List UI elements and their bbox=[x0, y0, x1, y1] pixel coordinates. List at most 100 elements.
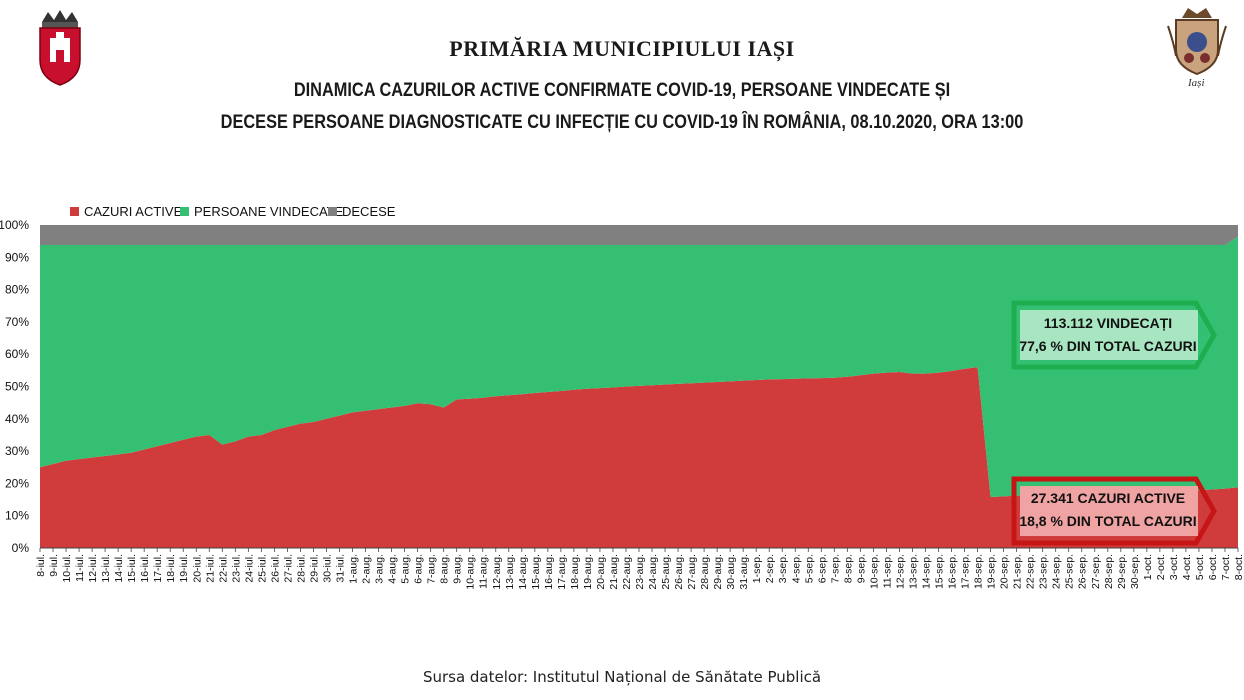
x-tick-label: 25-iul. bbox=[256, 554, 268, 583]
x-tick-label: 5-sep. bbox=[803, 554, 815, 583]
y-axis: 0% 10% 20% 30% 40% 50% 60% 70% 80% 90% 100% bbox=[0, 218, 29, 555]
x-tick-label: 10-sep. bbox=[868, 554, 880, 589]
active-callout-fill bbox=[1020, 486, 1198, 536]
x-tick-label: 3-aug. bbox=[374, 554, 386, 584]
x-tick-label: 8-sep. bbox=[842, 554, 854, 583]
active-callout-line1: 27.341 CAZURI ACTIVE bbox=[1031, 490, 1185, 506]
x-tick-label: 14-aug. bbox=[517, 554, 529, 590]
legend-label-0: CAZURI ACTIVE bbox=[84, 204, 183, 219]
x-tick-label: 15-iul. bbox=[126, 554, 138, 583]
x-tick-label: 9-sep. bbox=[855, 554, 867, 583]
x-tick-label: 27-aug. bbox=[686, 554, 698, 590]
x-tick-label: 29-aug. bbox=[712, 554, 724, 590]
x-tick-label: 18-iul. bbox=[165, 554, 177, 583]
x-tick-label: 1-aug. bbox=[348, 554, 360, 584]
area-cazuri-active bbox=[40, 367, 1238, 548]
x-tick-label: 2-sep. bbox=[764, 554, 776, 583]
x-tick-label: 30-sep. bbox=[1129, 554, 1141, 589]
x-tick-label: 11-iul. bbox=[74, 554, 86, 582]
data-source-note: Sursa datelor: Institutul Național de Să… bbox=[422, 668, 822, 686]
x-tick-label: 26-iul. bbox=[269, 554, 281, 583]
x-tick-label: 17-sep. bbox=[960, 554, 972, 589]
x-tick-label: 28-iul. bbox=[295, 554, 307, 583]
x-tick-label: 25-aug. bbox=[660, 554, 672, 590]
x-tick-label: 27-sep. bbox=[1090, 554, 1102, 589]
x-tick-label: 13-aug. bbox=[504, 554, 516, 590]
legend-swatch-0 bbox=[70, 207, 79, 216]
x-tick-label: 3-sep. bbox=[777, 554, 789, 583]
city-crest-logo-left bbox=[36, 10, 84, 91]
x-tick-label: 4-sep. bbox=[790, 554, 802, 583]
x-tick-label: 23-sep. bbox=[1038, 554, 1050, 589]
x-tick-label: 12-sep. bbox=[894, 554, 906, 589]
x-tick-label: 6-oct. bbox=[1207, 554, 1219, 580]
x-tick-label: 22-sep. bbox=[1025, 554, 1037, 589]
x-tick-label: 18-sep. bbox=[973, 554, 985, 589]
x-tick-label: 31-iul. bbox=[335, 554, 347, 583]
x-tick-label: 19-iul. bbox=[178, 554, 190, 583]
chart-title-line2: DECESE PERSOANE DIAGNOSTICATE CU INFECȚI… bbox=[220, 112, 1024, 133]
x-tick-label: 29-iul. bbox=[308, 554, 320, 583]
x-tick-label: 4-oct. bbox=[1181, 554, 1193, 580]
y-tick-label: 60% bbox=[5, 347, 29, 361]
active-callout-arrow bbox=[1011, 476, 1217, 546]
x-tick-label: 3-oct. bbox=[1168, 554, 1180, 580]
x-tick-label: 16-iul. bbox=[139, 554, 151, 583]
city-crest-logo-right: Iași bbox=[1166, 4, 1228, 101]
x-tick-label: 14-sep. bbox=[920, 554, 932, 589]
x-tick-label: 18-aug. bbox=[569, 554, 581, 590]
x-tick-label: 31-aug. bbox=[738, 554, 750, 590]
legend-label-1: PERSOANE VINDECATE bbox=[194, 204, 344, 219]
legend-swatch-1 bbox=[180, 207, 189, 216]
legend-swatch-2 bbox=[328, 207, 337, 216]
recovered-callout-fill bbox=[1020, 310, 1198, 360]
active-callout-line2: 18,8 % DIN TOTAL CAZURI bbox=[1019, 513, 1196, 529]
x-tick-label: 4-aug. bbox=[387, 554, 399, 584]
x-tick-label: 9-iul. bbox=[48, 554, 60, 577]
x-tick-label: 20-aug. bbox=[595, 554, 607, 590]
x-tick-label: 8-aug. bbox=[439, 554, 451, 584]
x-tick-label: 28-sep. bbox=[1103, 554, 1115, 589]
x-tick-label: 29-sep. bbox=[1116, 554, 1128, 589]
recovered-callout-arrow bbox=[1011, 300, 1217, 370]
x-tick-label: 15-sep. bbox=[934, 554, 946, 589]
x-tick-label: 24-sep. bbox=[1051, 554, 1063, 589]
x-tick-label: 10-aug. bbox=[465, 554, 477, 590]
x-tick-label: 9-aug. bbox=[452, 554, 464, 584]
x-tick-label: 30-aug. bbox=[725, 554, 737, 590]
x-tick-label: 7-sep. bbox=[829, 554, 841, 583]
area-series bbox=[40, 225, 1238, 548]
y-tick-label: 30% bbox=[5, 444, 29, 458]
x-tick-label: 7-oct. bbox=[1220, 554, 1232, 580]
x-tick-label: 13-sep. bbox=[907, 554, 919, 589]
area-persoane-vindecate bbox=[40, 236, 1238, 497]
x-tick-label: 1-oct. bbox=[1142, 554, 1154, 580]
x-tick-label: 23-aug. bbox=[634, 554, 646, 590]
y-tick-label: 0% bbox=[12, 541, 30, 555]
x-tick-label: 25-sep. bbox=[1064, 554, 1076, 589]
x-tick-label: 6-sep. bbox=[816, 554, 828, 583]
x-tick-label: 12-iul. bbox=[87, 554, 99, 583]
x-tick-label: 16-aug. bbox=[543, 554, 555, 590]
x-tick-label: 28-aug. bbox=[699, 554, 711, 590]
x-tick-label: 17-aug. bbox=[556, 554, 568, 590]
x-axis: 8-iul. 9-iul. 10-iul. 11-iul. 12-iul. 13-iul.… bbox=[35, 547, 1244, 590]
y-tick-label: 10% bbox=[5, 509, 29, 523]
x-tick-label: 26-aug. bbox=[673, 554, 685, 590]
x-tick-label: 22-aug. bbox=[621, 554, 633, 590]
x-tick-label: 24-iul. bbox=[243, 554, 255, 583]
x-tick-label: 17-iul. bbox=[152, 554, 164, 583]
x-tick-label: 2-aug. bbox=[361, 554, 373, 584]
x-tick-label: 11-aug. bbox=[478, 554, 490, 589]
x-tick-label: 24-aug. bbox=[647, 554, 659, 590]
area-decese bbox=[40, 225, 1238, 246]
y-tick-label: 80% bbox=[5, 283, 29, 297]
recovered-callout-line1: 113.112 VINDECAȚI bbox=[1044, 315, 1172, 331]
x-tick-label: 30-iul. bbox=[321, 554, 333, 583]
x-tick-label: 7-aug. bbox=[426, 554, 438, 584]
legend-label-2: DECESE bbox=[342, 204, 396, 219]
x-tick-label: 2-oct. bbox=[1155, 554, 1167, 580]
x-tick-label: 8-oct. bbox=[1233, 554, 1244, 580]
recovered-callout-line2: 77,6 % DIN TOTAL CAZURI bbox=[1019, 338, 1196, 354]
